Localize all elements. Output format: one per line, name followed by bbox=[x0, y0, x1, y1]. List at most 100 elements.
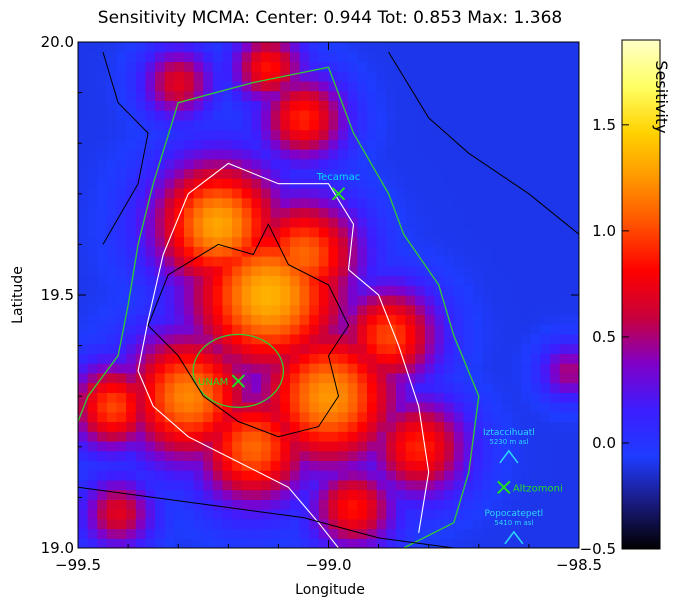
heat-cell bbox=[280, 207, 291, 218]
heat-cell bbox=[569, 489, 579, 500]
heat-cell bbox=[155, 324, 166, 335]
heat-cell bbox=[106, 470, 118, 481]
heat-cell bbox=[473, 275, 484, 286]
heat-cell bbox=[405, 187, 416, 199]
heat-cell bbox=[473, 207, 484, 218]
heat-cell bbox=[463, 158, 474, 170]
heat-cell bbox=[424, 382, 436, 393]
heat-cell bbox=[299, 353, 310, 364]
heat-cell bbox=[453, 392, 464, 403]
heat-cell bbox=[155, 256, 166, 267]
heat-cell bbox=[501, 382, 513, 393]
heat-cell bbox=[405, 353, 416, 364]
heat-cell bbox=[116, 217, 127, 228]
heat-cell bbox=[347, 372, 358, 384]
heat-cell bbox=[473, 411, 484, 423]
heat-cell bbox=[521, 353, 532, 364]
heat-cell bbox=[106, 411, 118, 423]
heat-cell bbox=[241, 256, 253, 267]
heat-cell bbox=[386, 392, 397, 403]
heat-cell bbox=[347, 197, 358, 209]
heat-cell bbox=[415, 295, 426, 306]
heat-cell bbox=[193, 421, 204, 432]
heat-cell bbox=[434, 149, 445, 160]
heat-cell bbox=[357, 236, 368, 247]
heat-cell bbox=[357, 51, 368, 63]
heat-cell bbox=[251, 285, 262, 296]
heat-cell bbox=[347, 149, 358, 160]
heat-cell bbox=[164, 333, 175, 345]
heat-cell bbox=[357, 149, 368, 160]
heat-cell bbox=[183, 402, 195, 413]
heat-cell bbox=[97, 51, 108, 63]
heat-cell bbox=[395, 392, 407, 403]
heat-cell bbox=[386, 275, 397, 286]
heat-cell bbox=[106, 275, 118, 286]
heat-cell bbox=[444, 372, 455, 384]
heat-cell bbox=[473, 197, 484, 209]
heat-cell bbox=[347, 119, 358, 131]
heat-cell bbox=[203, 450, 214, 462]
heat-cell bbox=[126, 129, 137, 140]
heat-cell bbox=[550, 479, 561, 491]
heat-cell bbox=[328, 80, 339, 92]
heat-cell bbox=[444, 100, 455, 111]
heat-cell bbox=[309, 392, 320, 403]
heat-cell bbox=[347, 450, 358, 462]
heat-cell bbox=[78, 71, 89, 82]
heat-cell bbox=[550, 110, 561, 121]
heat-cell bbox=[155, 51, 166, 63]
heat-cell bbox=[116, 51, 127, 63]
heat-cell bbox=[463, 178, 474, 189]
heat-cell bbox=[280, 168, 291, 179]
heat-cell bbox=[155, 187, 166, 199]
heat-cell bbox=[540, 110, 551, 121]
heat-cell bbox=[444, 440, 455, 452]
heat-cell bbox=[424, 470, 436, 481]
heat-cell bbox=[347, 246, 358, 257]
heat-cell bbox=[193, 489, 204, 500]
heat-cell bbox=[501, 149, 513, 160]
heat-cell bbox=[521, 333, 532, 345]
heat-cell bbox=[203, 431, 214, 442]
heat-cell bbox=[405, 90, 416, 101]
heat-cell bbox=[183, 246, 195, 257]
heat-cell bbox=[251, 402, 262, 413]
heat-cell bbox=[395, 421, 407, 432]
heat-cell bbox=[453, 90, 464, 101]
volcano-elevation: 5410 m asl bbox=[494, 519, 533, 527]
heat-cell bbox=[164, 158, 175, 170]
heat-cell bbox=[126, 80, 137, 92]
heat-cell bbox=[511, 236, 522, 247]
heat-cell bbox=[203, 246, 214, 257]
heat-cell bbox=[357, 61, 368, 72]
heat-cell bbox=[367, 197, 378, 209]
heat-cell bbox=[270, 411, 281, 423]
heat-cell bbox=[338, 265, 349, 277]
heat-cell bbox=[126, 382, 137, 393]
heat-cell bbox=[87, 470, 98, 481]
heat-cell bbox=[550, 197, 561, 209]
heat-cell bbox=[376, 71, 387, 82]
heat-cell bbox=[135, 343, 147, 354]
heat-cell bbox=[289, 149, 301, 160]
heat-cell bbox=[492, 450, 503, 462]
heat-cell bbox=[492, 518, 503, 530]
heat-cell bbox=[415, 509, 426, 520]
heat-cell bbox=[78, 139, 89, 150]
heat-cell bbox=[116, 168, 127, 179]
heat-cell bbox=[126, 479, 137, 491]
heat-cell bbox=[530, 178, 542, 189]
heat-cell bbox=[164, 178, 175, 189]
heat-cell bbox=[521, 295, 532, 306]
heat-cell bbox=[232, 304, 243, 316]
heat-cell bbox=[395, 236, 407, 247]
heat-cell bbox=[155, 382, 166, 393]
heat-cell bbox=[78, 450, 89, 462]
heat-cell bbox=[280, 158, 291, 170]
heat-cell bbox=[212, 226, 224, 238]
heat-cell bbox=[501, 42, 513, 53]
heat-cell bbox=[569, 236, 579, 247]
heat-cell bbox=[540, 440, 551, 452]
heat-cell bbox=[511, 217, 522, 228]
